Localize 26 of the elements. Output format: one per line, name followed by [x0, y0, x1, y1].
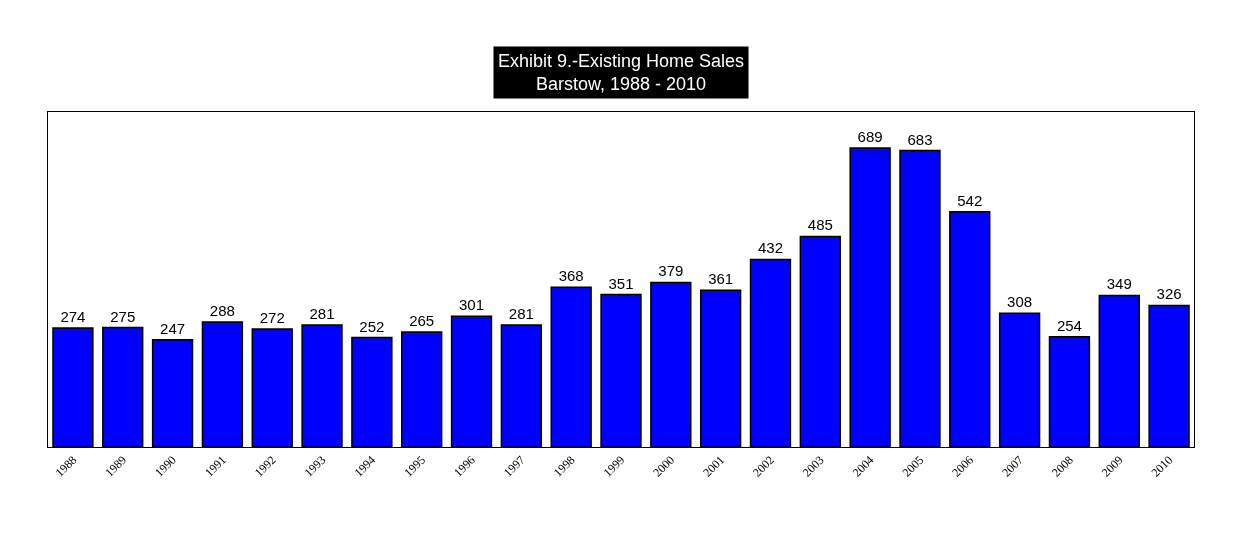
data-label: 379	[658, 262, 684, 280]
data-label: 301	[459, 296, 485, 314]
data-label: 308	[1007, 293, 1033, 311]
data-label: 281	[309, 305, 335, 323]
data-label: 281	[508, 305, 534, 323]
data-label: 254	[1056, 316, 1082, 334]
x-tick-label: 1991	[201, 452, 229, 480]
data-label: 689	[857, 127, 883, 145]
data-label: 272	[259, 308, 285, 326]
data-label: 247	[160, 319, 186, 337]
data-label: 275	[110, 307, 136, 325]
data-label: 349	[1106, 275, 1132, 293]
chart-title: Exhibit 9.-Existing Home Sales Barstow, 1988 - 2010	[498, 51, 745, 95]
data-label: 326	[1156, 285, 1182, 303]
data-label: 265	[409, 311, 435, 329]
data-label: 368	[558, 267, 584, 285]
data-label: 542	[957, 191, 983, 209]
data-label: 351	[608, 274, 634, 292]
data-label: 683	[907, 130, 933, 148]
data-label: 274	[60, 308, 86, 326]
data-label: 252	[359, 317, 385, 335]
x-tick-label: 2001	[700, 452, 728, 480]
data-label: 361	[708, 270, 734, 288]
data-label: 288	[209, 301, 235, 319]
data-label: 432	[757, 239, 783, 257]
data-label: 485	[807, 216, 833, 234]
